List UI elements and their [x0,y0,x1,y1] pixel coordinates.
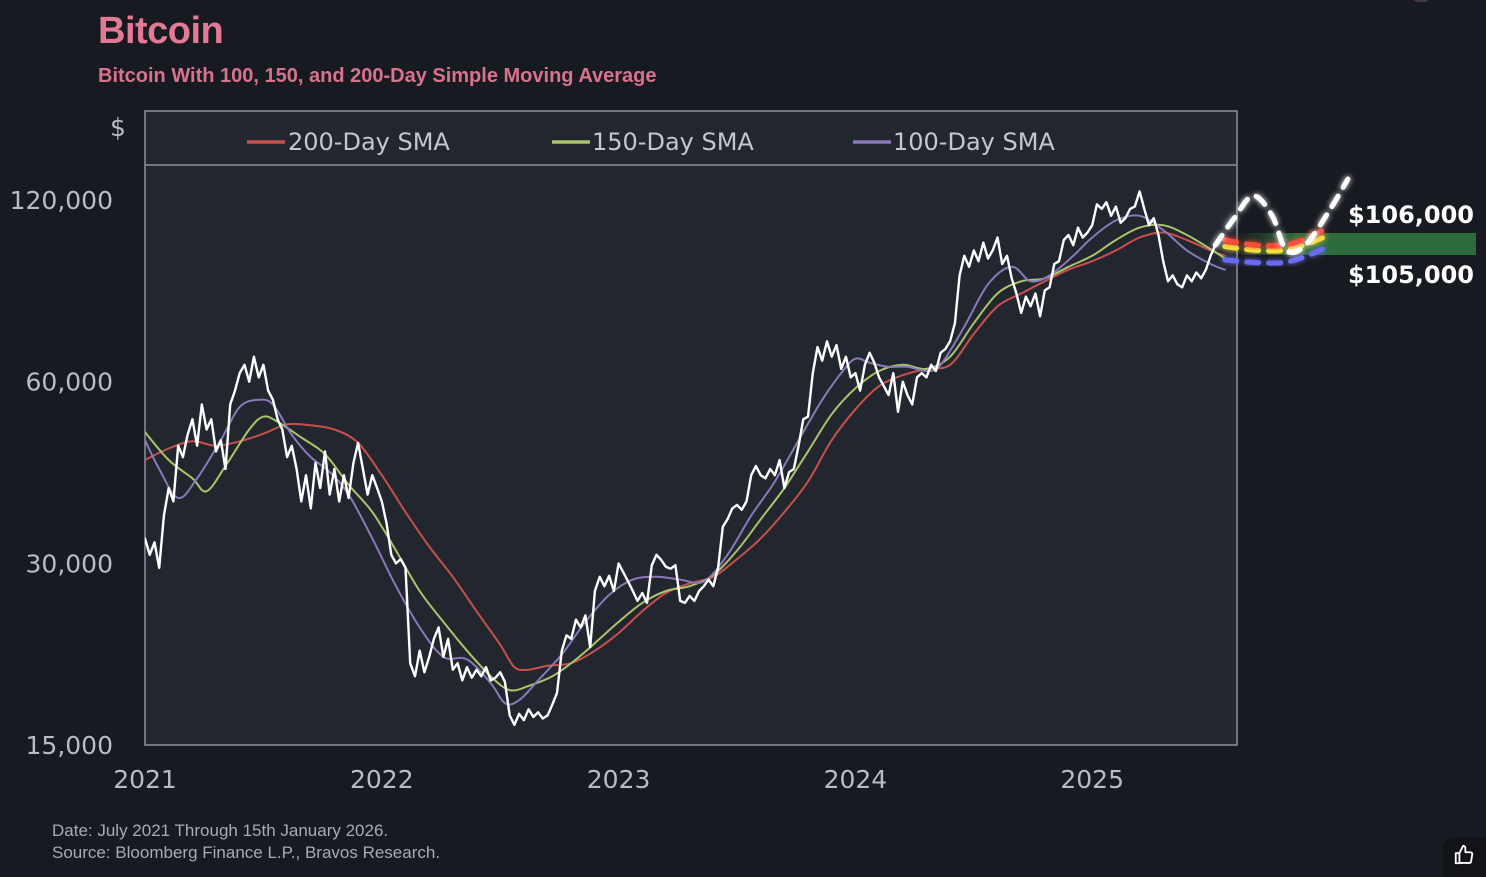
legend-label-sma200: 200-Day SMA [288,128,450,156]
legend-entry-sma150: 150-Day SMA [552,128,754,156]
thumbs-up-button[interactable] [1442,837,1486,877]
thumbs-up-icon [1453,844,1475,871]
legend: 200-Day SMA 150-Day SMA 100-Day SMA [247,128,1055,156]
plot-area [144,110,1238,746]
source-note: Source: Bloomberg Finance L.P., Bravos R… [52,843,441,862]
date-note: Date: July 2021 Through 15th January 202… [52,821,389,840]
projection-sma100 [1222,244,1332,266]
series-layer [145,190,1226,727]
x-tick-label: 2024 [824,765,888,794]
y-tick-label: 30,000 [26,549,113,578]
x-tick-label: 2021 [113,765,177,794]
x-tick-label: 2022 [350,765,414,794]
legend-label-sma100: 100-Day SMA [893,128,1055,156]
series-line-sma100 [145,214,1226,706]
avatar-edge [1412,0,1430,2]
y-tick-label: 15,000 [26,731,113,760]
callout-106000: $106,000 [1348,201,1474,229]
y-axis-unit: $ [110,113,126,142]
legend-entry-sma200: 200-Day SMA [247,128,450,156]
chart-subtitle: Bitcoin With 100, 150, and 200-Day Simpl… [98,65,657,87]
callout-105000: $105,000 [1348,261,1474,289]
projection-sma150 [1222,232,1332,254]
x-axis-ticks: 2021 2022 2023 2024 2025 [113,765,1124,794]
x-tick-label: 2023 [587,765,651,794]
y-tick-label: 60,000 [26,368,113,397]
series-line-price [145,190,1217,727]
x-tick-label: 2025 [1060,765,1124,794]
legend-entry-sma100: 100-Day SMA [853,128,1055,156]
legend-label-sma150: 150-Day SMA [592,128,754,156]
y-tick-label: 120,000 [10,186,113,215]
projection-layer: $106,000 $105,000 [1212,176,1476,289]
chart-title: Bitcoin [98,10,224,52]
projection-price [1212,176,1351,256]
y-axis-ticks: 120,000 60,000 30,000 15,000 [10,186,113,760]
